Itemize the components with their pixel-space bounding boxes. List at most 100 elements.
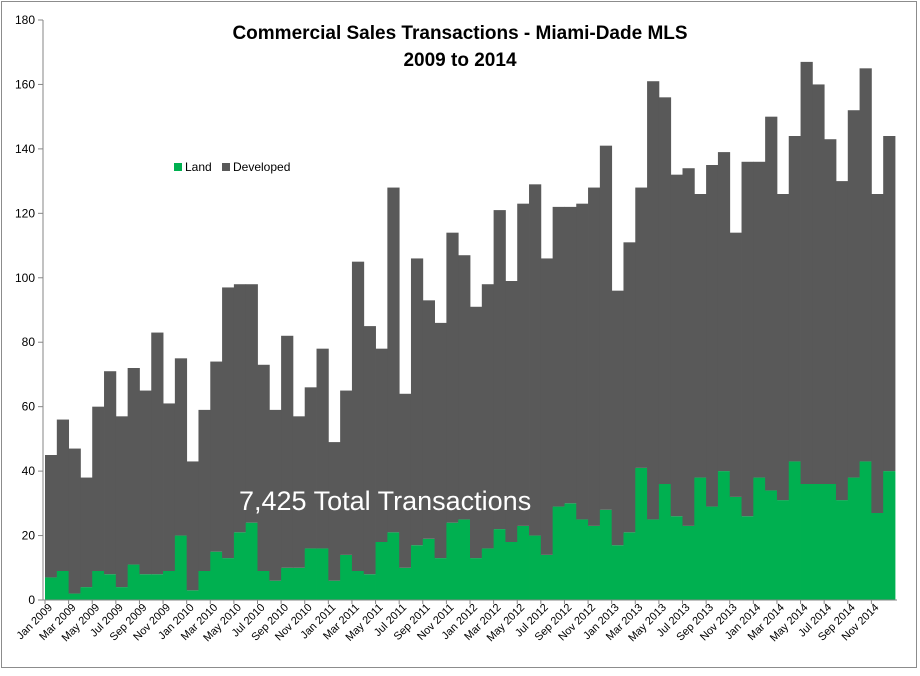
bar-developed-58	[717, 152, 731, 472]
bar-developed-24	[316, 348, 329, 549]
bar-land-54	[670, 516, 683, 600]
bar-developed-9	[139, 390, 152, 575]
bar-land-61	[753, 477, 766, 600]
bar-land-8	[127, 564, 140, 600]
bar-land-58	[717, 471, 731, 600]
bar-land-18	[245, 522, 258, 600]
bar-land-33	[422, 538, 435, 600]
bar-land-45	[564, 503, 577, 600]
bar-developed-4	[80, 477, 93, 588]
bar-land-25	[328, 580, 341, 600]
bar-land-19	[257, 571, 270, 600]
bar-developed-6	[104, 371, 117, 575]
bar-developed-22	[292, 416, 306, 568]
total-transactions-annotation: 7,425 Total Transactions	[239, 486, 531, 516]
bar-developed-41	[517, 203, 530, 526]
bar-land-46	[576, 519, 589, 600]
bar-developed-61	[753, 161, 766, 478]
bar-developed-15	[210, 361, 223, 552]
bar-land-44	[552, 506, 565, 600]
bar-land-67	[824, 484, 837, 600]
bar-developed-18	[245, 284, 258, 523]
bar-developed-40	[505, 281, 518, 542]
bar-developed-39	[493, 210, 506, 530]
bar-developed-44	[552, 206, 565, 507]
bar-land-69	[847, 477, 860, 600]
bar-land-34	[434, 558, 447, 600]
y-tick-label: 180	[15, 13, 35, 27]
bar-developed-70	[859, 68, 872, 462]
bar-developed-46	[576, 203, 589, 520]
bar-land-60	[741, 516, 754, 600]
bar-developed-1	[45, 455, 58, 578]
bar-developed-26	[340, 390, 353, 555]
bar-land-71	[871, 513, 884, 600]
bar-developed-42	[529, 184, 542, 536]
bar-land-48	[599, 509, 613, 600]
bar-land-16	[222, 558, 235, 600]
bar-developed-57	[706, 165, 719, 507]
bar-land-24	[316, 548, 329, 600]
bar-developed-56	[694, 194, 707, 478]
bar-land-4	[80, 587, 93, 600]
bar-land-43	[540, 554, 554, 600]
bar-land-31	[399, 567, 412, 600]
bar-developed-13	[186, 461, 199, 591]
bar-land-17	[233, 532, 247, 600]
y-tick-label: 60	[22, 400, 36, 414]
bar-developed-64	[788, 136, 801, 462]
chart-subtitle: 2009 to 2014	[403, 50, 516, 71]
bar-land-30	[387, 532, 400, 600]
bar-developed-62	[765, 116, 778, 491]
bar-developed-5	[92, 406, 105, 571]
bar-developed-48	[599, 145, 613, 510]
bar-developed-63	[776, 194, 790, 501]
bar-developed-67	[824, 139, 837, 484]
bar-land-32	[410, 545, 424, 600]
bar-land-68	[835, 500, 849, 600]
bar-land-50	[623, 532, 636, 600]
bar-land-40	[505, 542, 518, 600]
bar-land-39	[493, 529, 506, 600]
bar-developed-54	[670, 174, 683, 517]
bar-developed-30	[387, 187, 400, 533]
bar-land-13	[186, 590, 199, 600]
bar-land-70	[859, 461, 872, 600]
bar-land-3	[68, 593, 81, 600]
bar-land-36	[458, 519, 471, 600]
legend-swatch-land	[174, 163, 182, 171]
y-tick-label: 40	[22, 464, 36, 478]
bar-developed-69	[847, 110, 860, 478]
bar-developed-28	[363, 326, 376, 575]
bar-land-27	[351, 571, 365, 600]
y-tick-label: 140	[15, 142, 35, 156]
bar-developed-10	[151, 332, 164, 575]
bar-developed-60	[741, 161, 754, 517]
bar-land-55	[682, 525, 695, 600]
bar-developed-32	[410, 258, 424, 546]
bar-developed-7	[115, 416, 129, 588]
bar-land-5	[92, 571, 105, 600]
bar-land-53	[658, 484, 672, 600]
legend-label-land: Land	[185, 160, 212, 174]
bar-land-12	[174, 535, 188, 600]
bar-land-35	[446, 522, 459, 600]
bar-developed-71	[871, 194, 884, 513]
bar-land-7	[115, 587, 129, 600]
bar-land-63	[776, 500, 790, 600]
y-tick-label: 20	[22, 529, 36, 543]
bar-land-26	[340, 554, 353, 600]
bar-developed-59	[729, 232, 742, 497]
bar-land-49	[611, 545, 624, 600]
bar-land-22	[292, 567, 306, 600]
bar-land-38	[481, 548, 495, 600]
bar-land-59	[729, 496, 742, 600]
bar-land-29	[375, 542, 388, 600]
y-tick-label: 0	[28, 593, 35, 607]
bar-developed-45	[564, 206, 577, 504]
bar-developed-17	[233, 284, 247, 533]
legend-swatch-developed	[222, 163, 230, 171]
bar-land-66	[812, 484, 825, 600]
